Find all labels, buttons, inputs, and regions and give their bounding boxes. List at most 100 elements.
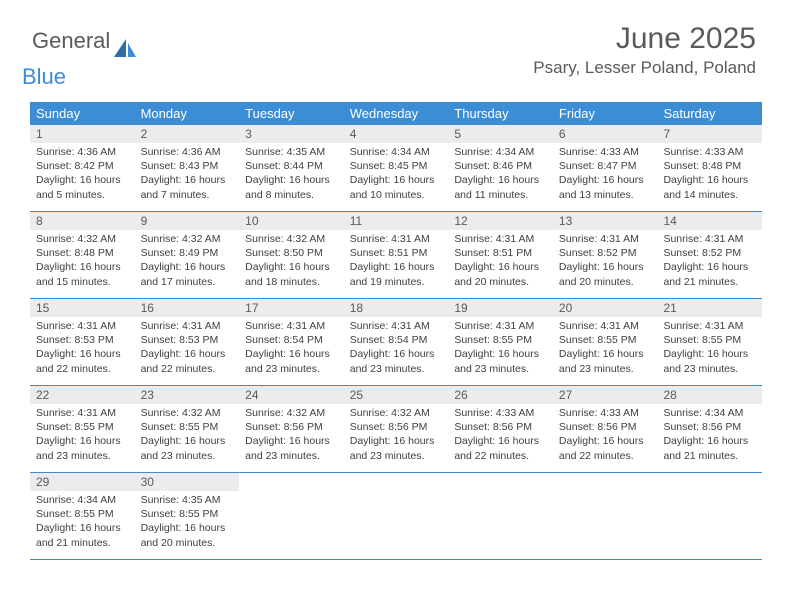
sunset-line: Sunset: 8:48 PM <box>663 159 756 173</box>
daylight-line: Daylight: 16 hours and 20 minutes. <box>559 260 652 288</box>
daylight-line: Daylight: 16 hours and 20 minutes. <box>454 260 547 288</box>
daylight-line: Daylight: 16 hours and 14 minutes. <box>663 173 756 201</box>
day-body: Sunrise: 4:31 AMSunset: 8:51 PMDaylight:… <box>448 230 553 293</box>
day-number: 20 <box>553 299 658 317</box>
day-body: Sunrise: 4:34 AMSunset: 8:56 PMDaylight:… <box>657 404 762 467</box>
sail-icon <box>112 37 138 64</box>
empty-day-cell <box>344 473 449 559</box>
day-body: Sunrise: 4:32 AMSunset: 8:50 PMDaylight:… <box>239 230 344 293</box>
day-body: Sunrise: 4:31 AMSunset: 8:54 PMDaylight:… <box>344 317 449 380</box>
sunrise-line: Sunrise: 4:34 AM <box>663 406 756 420</box>
day-number: 18 <box>344 299 449 317</box>
empty-day-cell <box>448 473 553 559</box>
calendar-week-row: 29Sunrise: 4:34 AMSunset: 8:55 PMDayligh… <box>30 473 762 560</box>
sunrise-line: Sunrise: 4:31 AM <box>36 319 129 333</box>
sunset-line: Sunset: 8:51 PM <box>454 246 547 260</box>
day-cell: 25Sunrise: 4:32 AMSunset: 8:56 PMDayligh… <box>344 386 449 472</box>
sunrise-line: Sunrise: 4:31 AM <box>663 232 756 246</box>
daylight-line: Daylight: 16 hours and 11 minutes. <box>454 173 547 201</box>
location: Psary, Lesser Poland, Poland <box>533 58 756 78</box>
sunset-line: Sunset: 8:55 PM <box>141 507 234 521</box>
day-cell: 8Sunrise: 4:32 AMSunset: 8:48 PMDaylight… <box>30 212 135 298</box>
day-cell: 20Sunrise: 4:31 AMSunset: 8:55 PMDayligh… <box>553 299 658 385</box>
daylight-line: Daylight: 16 hours and 7 minutes. <box>141 173 234 201</box>
day-number: 2 <box>135 125 240 143</box>
day-number: 24 <box>239 386 344 404</box>
day-body: Sunrise: 4:31 AMSunset: 8:54 PMDaylight:… <box>239 317 344 380</box>
sunset-line: Sunset: 8:45 PM <box>350 159 443 173</box>
day-cell: 4Sunrise: 4:34 AMSunset: 8:45 PMDaylight… <box>344 125 449 211</box>
empty-day-cell <box>657 473 762 559</box>
day-cell: 9Sunrise: 4:32 AMSunset: 8:49 PMDaylight… <box>135 212 240 298</box>
day-cell: 2Sunrise: 4:36 AMSunset: 8:43 PMDaylight… <box>135 125 240 211</box>
day-number: 14 <box>657 212 762 230</box>
daylight-line: Daylight: 16 hours and 23 minutes. <box>141 434 234 462</box>
sunset-line: Sunset: 8:49 PM <box>141 246 234 260</box>
daylight-line: Daylight: 16 hours and 22 minutes. <box>454 434 547 462</box>
month-title: June 2025 <box>533 22 756 56</box>
sunset-line: Sunset: 8:56 PM <box>454 420 547 434</box>
day-cell: 16Sunrise: 4:31 AMSunset: 8:53 PMDayligh… <box>135 299 240 385</box>
day-body: Sunrise: 4:32 AMSunset: 8:49 PMDaylight:… <box>135 230 240 293</box>
day-number: 21 <box>657 299 762 317</box>
day-body: Sunrise: 4:33 AMSunset: 8:56 PMDaylight:… <box>448 404 553 467</box>
day-cell: 19Sunrise: 4:31 AMSunset: 8:55 PMDayligh… <box>448 299 553 385</box>
day-number: 23 <box>135 386 240 404</box>
day-number: 7 <box>657 125 762 143</box>
sunrise-line: Sunrise: 4:32 AM <box>350 406 443 420</box>
daylight-line: Daylight: 16 hours and 23 minutes. <box>663 347 756 375</box>
empty-day-cell <box>239 473 344 559</box>
calendar-header-cell: Tuesday <box>239 102 344 125</box>
day-body: Sunrise: 4:33 AMSunset: 8:48 PMDaylight:… <box>657 143 762 206</box>
daylight-line: Daylight: 16 hours and 23 minutes. <box>245 347 338 375</box>
day-cell: 14 Sunrise: 4:31 AMSunset: 8:52 PMDayligh… <box>657 212 762 298</box>
day-number: 12 <box>448 212 553 230</box>
sunrise-line: Sunrise: 4:36 AM <box>141 145 234 159</box>
sunrise-line: Sunrise: 4:33 AM <box>559 145 652 159</box>
day-cell: 28Sunrise: 4:34 AMSunset: 8:56 PMDayligh… <box>657 386 762 472</box>
logo-text-blue: Blue <box>22 64 66 89</box>
sunrise-line: Sunrise: 4:32 AM <box>141 406 234 420</box>
day-body: Sunrise: 4:31 AMSunset: 8:53 PMDaylight:… <box>30 317 135 380</box>
day-number: 25 <box>344 386 449 404</box>
day-body: Sunrise: 4:32 AMSunset: 8:55 PMDaylight:… <box>135 404 240 467</box>
day-number: 5 <box>448 125 553 143</box>
calendar-header-cell: Saturday <box>657 102 762 125</box>
day-cell: 15Sunrise: 4:31 AMSunset: 8:53 PMDayligh… <box>30 299 135 385</box>
sunset-line: Sunset: 8:52 PM <box>663 246 756 260</box>
day-cell: 24Sunrise: 4:32 AMSunset: 8:56 PMDayligh… <box>239 386 344 472</box>
sunrise-line: Sunrise: 4:33 AM <box>559 406 652 420</box>
day-body: Sunrise: 4:32 AMSunset: 8:48 PMDaylight:… <box>30 230 135 293</box>
sunset-line: Sunset: 8:55 PM <box>559 333 652 347</box>
sunset-line: Sunset: 8:55 PM <box>141 420 234 434</box>
day-body: Sunrise: 4:36 AMSunset: 8:43 PMDaylight:… <box>135 143 240 206</box>
day-cell: 1Sunrise: 4:36 AMSunset: 8:42 PMDaylight… <box>30 125 135 211</box>
day-cell: 27Sunrise: 4:33 AMSunset: 8:56 PMDayligh… <box>553 386 658 472</box>
calendar-header-cell: Sunday <box>30 102 135 125</box>
day-cell: 6Sunrise: 4:33 AMSunset: 8:47 PMDaylight… <box>553 125 658 211</box>
sunrise-line: Sunrise: 4:34 AM <box>454 145 547 159</box>
sunrise-line: Sunrise: 4:35 AM <box>141 493 234 507</box>
daylight-line: Daylight: 16 hours and 21 minutes. <box>663 434 756 462</box>
sunrise-line: Sunrise: 4:32 AM <box>141 232 234 246</box>
day-cell: 23Sunrise: 4:32 AMSunset: 8:55 PMDayligh… <box>135 386 240 472</box>
day-number: 30 <box>135 473 240 491</box>
sunrise-line: Sunrise: 4:32 AM <box>36 232 129 246</box>
sunset-line: Sunset: 8:47 PM <box>559 159 652 173</box>
sunset-line: Sunset: 8:55 PM <box>454 333 547 347</box>
day-cell: 3Sunrise: 4:35 AMSunset: 8:44 PMDaylight… <box>239 125 344 211</box>
day-body: Sunrise: 4:34 AMSunset: 8:46 PMDaylight:… <box>448 143 553 206</box>
daylight-line: Daylight: 16 hours and 21 minutes. <box>663 260 756 288</box>
calendar-header-cell: Wednesday <box>344 102 449 125</box>
day-cell: 17Sunrise: 4:31 AMSunset: 8:54 PMDayligh… <box>239 299 344 385</box>
sunrise-line: Sunrise: 4:34 AM <box>36 493 129 507</box>
sunset-line: Sunset: 8:42 PM <box>36 159 129 173</box>
daylight-line: Daylight: 16 hours and 22 minutes. <box>36 347 129 375</box>
day-body: Sunrise: 4:31 AMSunset: 8:55 PMDaylight:… <box>657 317 762 380</box>
daylight-line: Daylight: 16 hours and 23 minutes. <box>245 434 338 462</box>
day-number: 6 <box>553 125 658 143</box>
calendar-week-row: 22Sunrise: 4:31 AMSunset: 8:55 PMDayligh… <box>30 386 762 473</box>
sunset-line: Sunset: 8:48 PM <box>36 246 129 260</box>
day-body: Sunrise: 4:33 AMSunset: 8:56 PMDaylight:… <box>553 404 658 467</box>
day-cell: 5Sunrise: 4:34 AMSunset: 8:46 PMDaylight… <box>448 125 553 211</box>
